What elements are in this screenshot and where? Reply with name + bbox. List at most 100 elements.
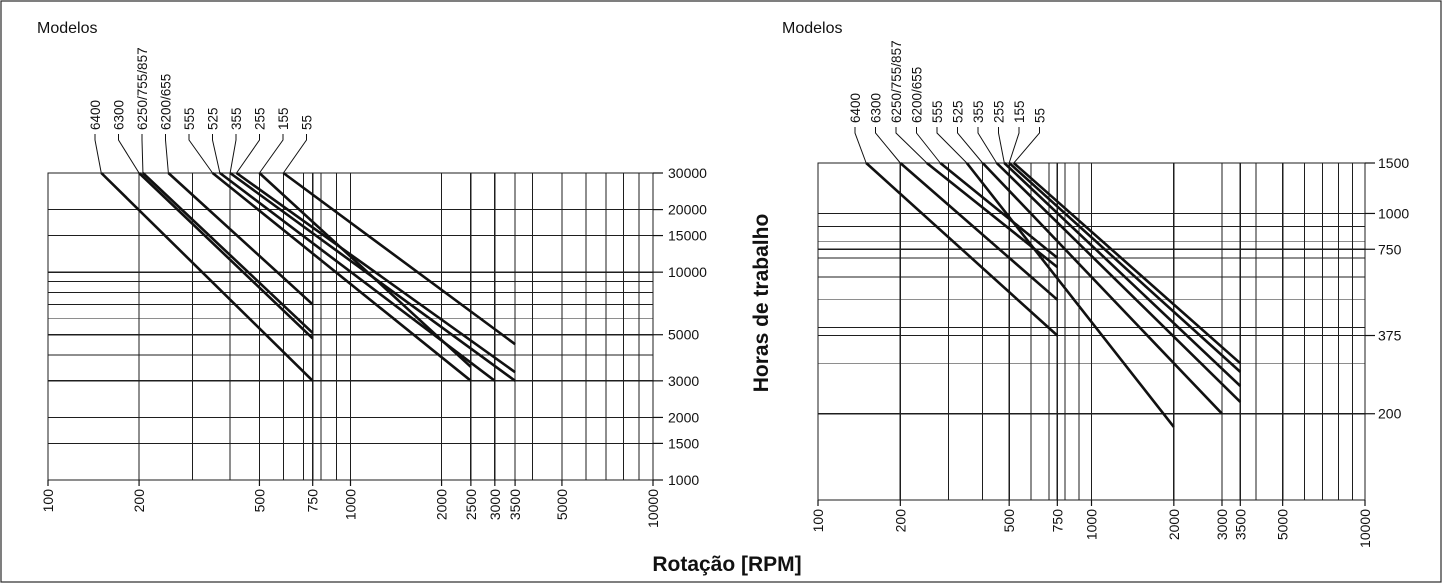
x-tick-label: 100 [810,509,826,533]
x-tick-label: 500 [251,489,267,513]
y-tick-label: 10000 [668,264,707,280]
x-tick-label: 100 [40,489,56,513]
model-label: 6250/755/857 [135,47,150,130]
model-label: 6300 [112,100,127,130]
series-line-155 [1008,162,1242,373]
series-line-55 [282,171,516,346]
model-leader-line [998,127,1005,164]
x-tick-label: 1000 [343,489,359,520]
x-tick-label: 200 [131,489,147,513]
series-line-6300 [899,162,1059,301]
x-tick-label: 750 [305,489,321,513]
series-line-6200-655 [167,172,314,306]
x-tick-label: 3000 [1214,509,1230,540]
model-leader-line [259,134,284,174]
y-tick-label: 1500 [1378,155,1409,171]
series-line-6400 [100,172,314,382]
y-tick-label: 1000 [668,472,699,488]
series-line-6400 [865,162,1059,337]
series-line-555 [965,162,1175,428]
x-axis-title: Rotação [RPM] [652,553,801,576]
model-label: 6250/755/857 [889,40,904,123]
model-label: 6300 [869,93,884,123]
series-line-6250-755-857 [142,172,314,334]
x-tick-label: 1000 [1084,509,1100,540]
model-label: 6400 [848,93,863,123]
model-leader-line [229,134,237,174]
model-leader-line [1013,127,1040,164]
model-leader-line [165,134,169,174]
model-label: 525 [206,107,221,130]
series-line-355 [995,162,1242,403]
series-line-255 [1003,162,1242,387]
model-label: 55 [1033,108,1048,123]
series-line-555 [211,171,472,382]
x-tick-label: 750 [1049,509,1065,533]
model-leader-line [212,134,221,174]
x-tick-label: 500 [1001,509,1017,533]
y-tick-label: 5000 [668,327,699,343]
y-tick-label: 15000 [668,228,707,244]
model-label: 155 [1012,100,1027,123]
x-tick-label: 3500 [507,489,523,520]
x-tick-label: 10000 [1357,509,1373,548]
model-label: 255 [992,100,1007,123]
y-tick-label: 375 [1378,328,1402,344]
x-tick-label: 2000 [434,489,450,520]
series-line-255 [235,171,516,374]
model-label: 355 [229,107,244,130]
x-tick-label: 2000 [1166,509,1182,540]
models-heading: Modelos [37,20,97,37]
series-line-6300 [138,172,314,340]
y-tick-label: 3000 [668,373,699,389]
model-leader-line [236,134,260,174]
y-tick-label: 750 [1378,241,1402,257]
model-label: 6200/655 [910,67,925,123]
model-leader-line [1008,127,1020,164]
model-leader-line [854,127,867,164]
y-tick-label: 30000 [668,165,707,181]
y-tick-label: 20000 [668,202,707,218]
x-tick-label: 5000 [1275,509,1291,540]
model-leader-line [977,127,998,164]
y-tick-label: 2000 [668,409,699,425]
model-leader-line [895,127,928,164]
model-label: 55 [300,115,315,130]
model-leader-line [188,134,213,174]
model-label: 555 [930,100,945,123]
model-leader-line [94,134,102,174]
model-label: 155 [276,107,291,130]
x-tick-label: 200 [892,509,908,533]
x-tick-label: 3500 [1232,509,1248,540]
series-line-55 [1012,162,1242,365]
model-leader-line [916,127,941,164]
series-line-155 [258,172,472,368]
x-tick-label: 3000 [487,489,503,520]
y-tick-label: 1000 [1378,205,1409,221]
models-heading: Modelos [782,20,842,37]
left-chart: 100 200 500 750 1000 2000 2500 3000 3500 5000 1000… [37,20,707,528]
x-tick-label: 2500 [463,489,479,520]
y-axis-title: Horas de trabalho [750,214,773,393]
model-label: 6200/655 [159,74,174,130]
model-leader-line [875,127,901,164]
x-tick-label: 5000 [554,489,570,520]
y-tick-label: 200 [1378,406,1402,422]
model-label: 355 [971,100,986,123]
series-line-525 [981,162,1223,415]
model-leader-line [936,127,968,164]
model-label: 555 [182,107,197,130]
y-tick-label: 1500 [668,435,699,451]
model-leader-line [282,134,307,174]
model-label: 255 [253,107,268,130]
right-chart: 100 200 500 750 1000 2000 3000 3500 5000 10000 200… [782,20,1409,548]
series-line-6200-655 [939,161,1059,259]
model-leader-line [957,127,984,164]
model-label: 525 [951,100,966,123]
model-label: 6400 [88,100,103,130]
model-leader-line [118,134,140,174]
x-tick-label: 10000 [645,489,661,528]
